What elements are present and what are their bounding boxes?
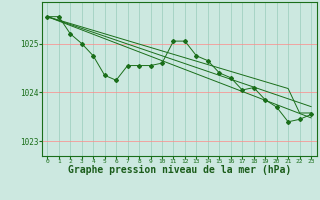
X-axis label: Graphe pression niveau de la mer (hPa): Graphe pression niveau de la mer (hPa) [68, 165, 291, 175]
